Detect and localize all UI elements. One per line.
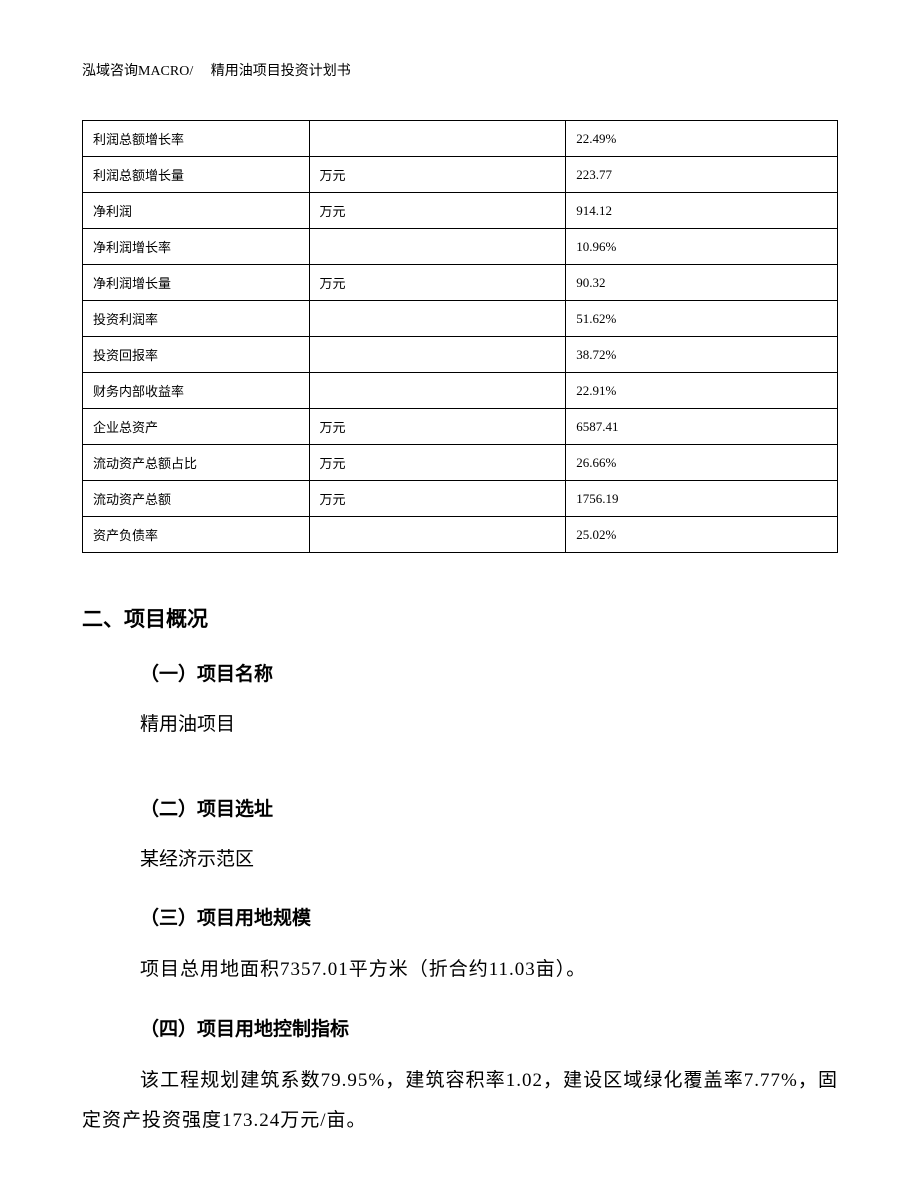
row-unit <box>309 121 566 157</box>
table-row: 企业总资产 万元 6587.41 <box>83 409 838 445</box>
row-label: 利润总额增长量 <box>83 157 310 193</box>
table-row: 流动资产总额占比 万元 26.66% <box>83 445 838 481</box>
row-value: 90.32 <box>566 265 838 301</box>
subsection-content-1: 精用油项目 <box>140 706 838 744</box>
row-value: 38.72% <box>566 337 838 373</box>
row-value: 914.12 <box>566 193 838 229</box>
row-unit: 万元 <box>309 409 566 445</box>
table-row: 利润总额增长率 22.49% <box>83 121 838 157</box>
section-main-title: 二、项目概况 <box>82 603 838 633</box>
row-value: 22.49% <box>566 121 838 157</box>
row-unit: 万元 <box>309 265 566 301</box>
table-row: 投资回报率 38.72% <box>83 337 838 373</box>
row-value: 223.77 <box>566 157 838 193</box>
table-row: 净利润 万元 914.12 <box>83 193 838 229</box>
table-row: 净利润增长率 10.96% <box>83 229 838 265</box>
row-unit: 万元 <box>309 157 566 193</box>
table-body: 利润总额增长率 22.49% 利润总额增长量 万元 223.77 净利润 万元 … <box>83 121 838 553</box>
row-label: 资产负债率 <box>83 517 310 553</box>
row-label: 企业总资产 <box>83 409 310 445</box>
table-row: 利润总额增长量 万元 223.77 <box>83 157 838 193</box>
subsection-content-4: 该工程规划建筑系数79.95%，建筑容积率1.02，建设区域绿化覆盖率7.77%… <box>82 1061 838 1141</box>
subsection-title-3: （三）项目用地规模 <box>140 903 838 930</box>
row-value: 22.91% <box>566 373 838 409</box>
row-unit <box>309 373 566 409</box>
row-unit <box>309 301 566 337</box>
row-value: 1756.19 <box>566 481 838 517</box>
row-value: 25.02% <box>566 517 838 553</box>
row-value: 51.62% <box>566 301 838 337</box>
row-label: 财务内部收益率 <box>83 373 310 409</box>
row-unit <box>309 517 566 553</box>
row-label: 流动资产总额占比 <box>83 445 310 481</box>
row-label: 投资回报率 <box>83 337 310 373</box>
row-label: 净利润增长量 <box>83 265 310 301</box>
page-header: 泓域咨询MACRO/ 精用油项目投资计划书 <box>82 60 838 80</box>
row-unit <box>309 337 566 373</box>
table-row: 资产负债率 25.02% <box>83 517 838 553</box>
row-label: 投资利润率 <box>83 301 310 337</box>
subsection-title-1: （一）项目名称 <box>140 659 838 686</box>
row-unit: 万元 <box>309 193 566 229</box>
row-unit: 万元 <box>309 481 566 517</box>
subsection-content-2: 某经济示范区 <box>140 841 838 879</box>
row-unit <box>309 229 566 265</box>
table-row: 投资利润率 51.62% <box>83 301 838 337</box>
financial-table: 利润总额增长率 22.49% 利润总额增长量 万元 223.77 净利润 万元 … <box>82 120 838 553</box>
row-value: 10.96% <box>566 229 838 265</box>
subsection-title-4: （四）项目用地控制指标 <box>140 1014 838 1041</box>
subsection-title-2: （二）项目选址 <box>140 794 838 821</box>
row-label: 利润总额增长率 <box>83 121 310 157</box>
row-label: 净利润 <box>83 193 310 229</box>
row-label: 净利润增长率 <box>83 229 310 265</box>
row-value: 6587.41 <box>566 409 838 445</box>
row-label: 流动资产总额 <box>83 481 310 517</box>
subsection-content-3: 项目总用地面积7357.01平方米（折合约11.03亩）。 <box>82 950 838 990</box>
row-unit: 万元 <box>309 445 566 481</box>
row-value: 26.66% <box>566 445 838 481</box>
header-text: 泓域咨询MACRO/ 精用油项目投资计划书 <box>82 64 351 79</box>
table-row: 流动资产总额 万元 1756.19 <box>83 481 838 517</box>
table-row: 净利润增长量 万元 90.32 <box>83 265 838 301</box>
table-row: 财务内部收益率 22.91% <box>83 373 838 409</box>
